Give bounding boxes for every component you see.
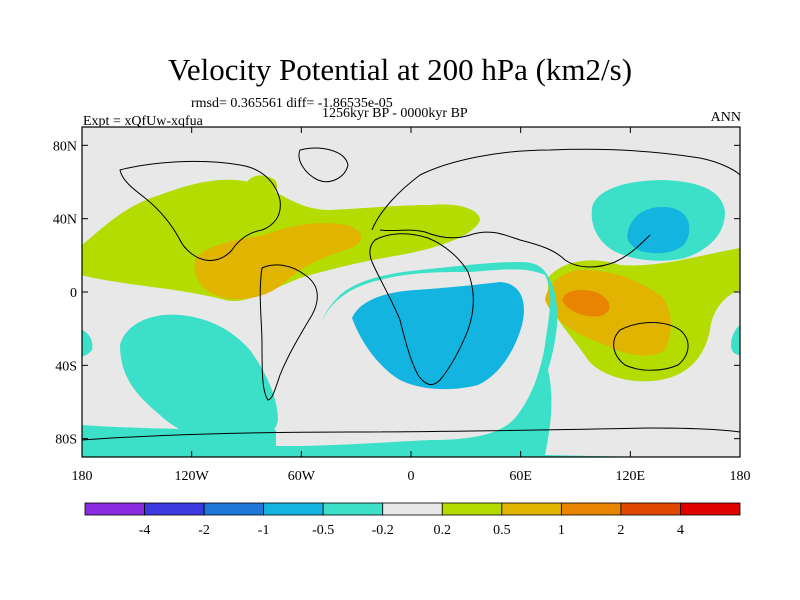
- negative-region-south-pacific: [120, 314, 278, 444]
- colorbar-swatch: [501, 502, 562, 516]
- colorbar-label: -4: [139, 523, 151, 538]
- coast-greenland: [298, 147, 349, 183]
- lon-tick-label: 180: [730, 469, 751, 484]
- negative-region-west-pacific-edge: [730, 325, 740, 355]
- colorbar-swatch: [144, 502, 205, 516]
- negative-region-southern-ocean-west: [82, 425, 276, 446]
- colorbar-label: 0.2: [434, 523, 452, 538]
- coast-europe-asia: [371, 148, 740, 268]
- experiment-line: Expt = xQfUw-xqfua: [83, 114, 203, 129]
- coastlines: [82, 147, 740, 441]
- coast-north-america: [119, 160, 281, 261]
- lon-tick-label: 60W: [288, 469, 316, 484]
- positive-region-maritime-continent-core: [562, 289, 610, 317]
- lon-tick-label: 120E: [616, 469, 646, 484]
- lon-tick-label: 60E: [509, 469, 532, 484]
- colorbar-swatch: [203, 502, 265, 516]
- lat-tick-label: 0: [70, 286, 77, 301]
- colorbar-label: -0.2: [372, 523, 394, 538]
- coast-antarctica: [82, 427, 740, 441]
- negative-region-east-pacific-edge: [82, 330, 93, 356]
- longitude-axis: 180 120W 60W 0 60E 120E 180: [72, 127, 751, 484]
- colorbar: -4 -2 -1 -0.5 -0.2 0.2 0.5 1 2 4: [84, 502, 741, 538]
- lon-tick-label: 120W: [175, 469, 210, 484]
- colorbar-label: 4: [677, 523, 684, 538]
- colorbar-swatch: [84, 502, 145, 516]
- positive-region-north-america: [244, 175, 278, 199]
- colorbar-swatch: [382, 502, 443, 516]
- lon-tick-label: 180: [72, 469, 93, 484]
- colorbar-swatch: [263, 502, 324, 516]
- colorbar-label: -2: [198, 523, 210, 538]
- colorbar-swatch: [680, 502, 741, 516]
- coast-south-america: [259, 264, 318, 401]
- plot-title: Velocity Potential at 200 hPa (km2/s): [167, 52, 633, 87]
- coast-australia: [613, 322, 689, 371]
- colorbar-label: 2: [617, 523, 624, 538]
- colorbar-label: -0.5: [312, 523, 334, 538]
- stats-line: rmsd= 0.365561 diff= -1.86535e-05: [191, 96, 393, 111]
- colorbar-label: 1: [558, 523, 565, 538]
- positive-region-caribbean: [194, 223, 362, 300]
- period-line: 1256kyr BP - 0000kyr BP: [322, 106, 468, 121]
- coast-africa: [369, 233, 474, 386]
- colorbar-swatch: [322, 502, 384, 516]
- season-label: ANN: [710, 110, 741, 125]
- lat-tick-label: 80N: [53, 139, 77, 154]
- lon-tick-label: 0: [408, 469, 415, 484]
- colorbar-label: 0.5: [493, 523, 511, 538]
- colorbar-swatch: [560, 502, 622, 516]
- latitude-axis: 80N 40N 0 40S 80S: [53, 139, 740, 448]
- lat-tick-label: 40N: [53, 213, 77, 228]
- colorbar-swatch: [441, 502, 503, 516]
- contour-field: [82, 147, 740, 457]
- colorbar-label: -1: [258, 523, 270, 538]
- lat-tick-label: 40S: [55, 359, 77, 374]
- colorbar-swatch: [620, 502, 681, 516]
- lat-tick-label: 80S: [55, 433, 77, 448]
